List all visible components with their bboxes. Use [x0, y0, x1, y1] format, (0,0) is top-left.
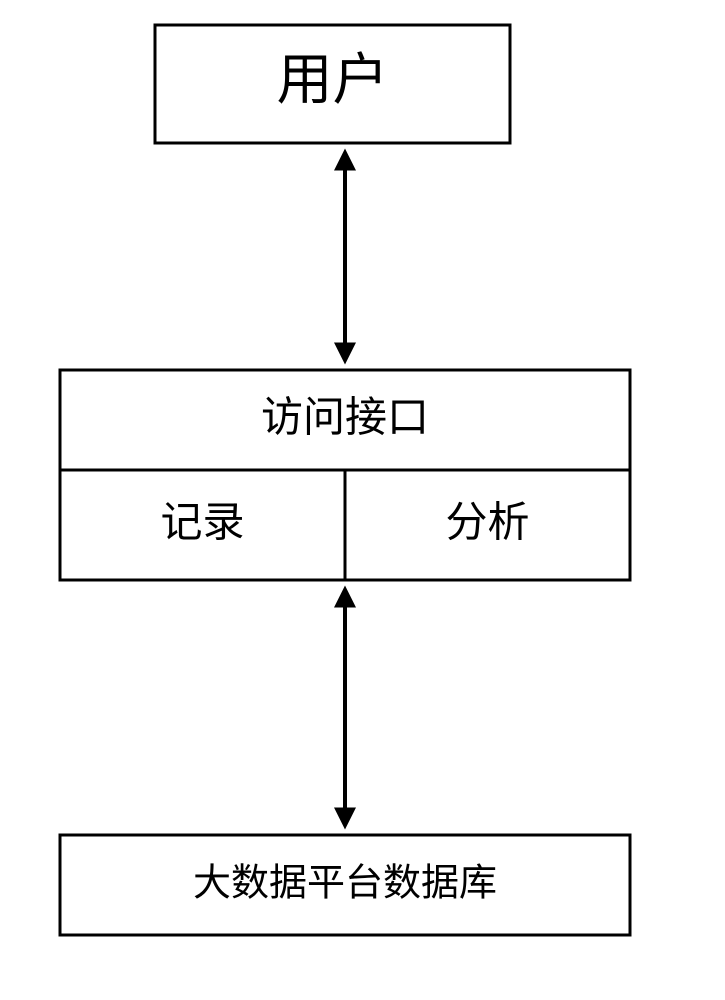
- node-analyze-label: 分析: [445, 501, 529, 547]
- node-user: 用户: [155, 25, 510, 143]
- node-record-label: 记录: [160, 501, 244, 547]
- node-user-label: 用户: [277, 50, 389, 112]
- node-database-label: 大数据平台数据库: [193, 863, 497, 905]
- node-database: 大数据平台数据库: [60, 835, 630, 935]
- node-interface-label: 访问接口: [261, 396, 429, 442]
- node-record: 记录: [60, 470, 345, 580]
- node-analyze: 分析: [345, 470, 630, 580]
- node-interface: 访问接口: [60, 370, 630, 470]
